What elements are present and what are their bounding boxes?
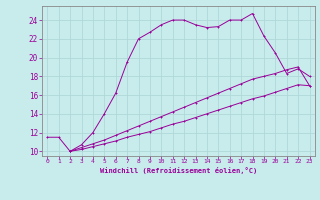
X-axis label: Windchill (Refroidissement éolien,°C): Windchill (Refroidissement éolien,°C) bbox=[100, 167, 257, 174]
